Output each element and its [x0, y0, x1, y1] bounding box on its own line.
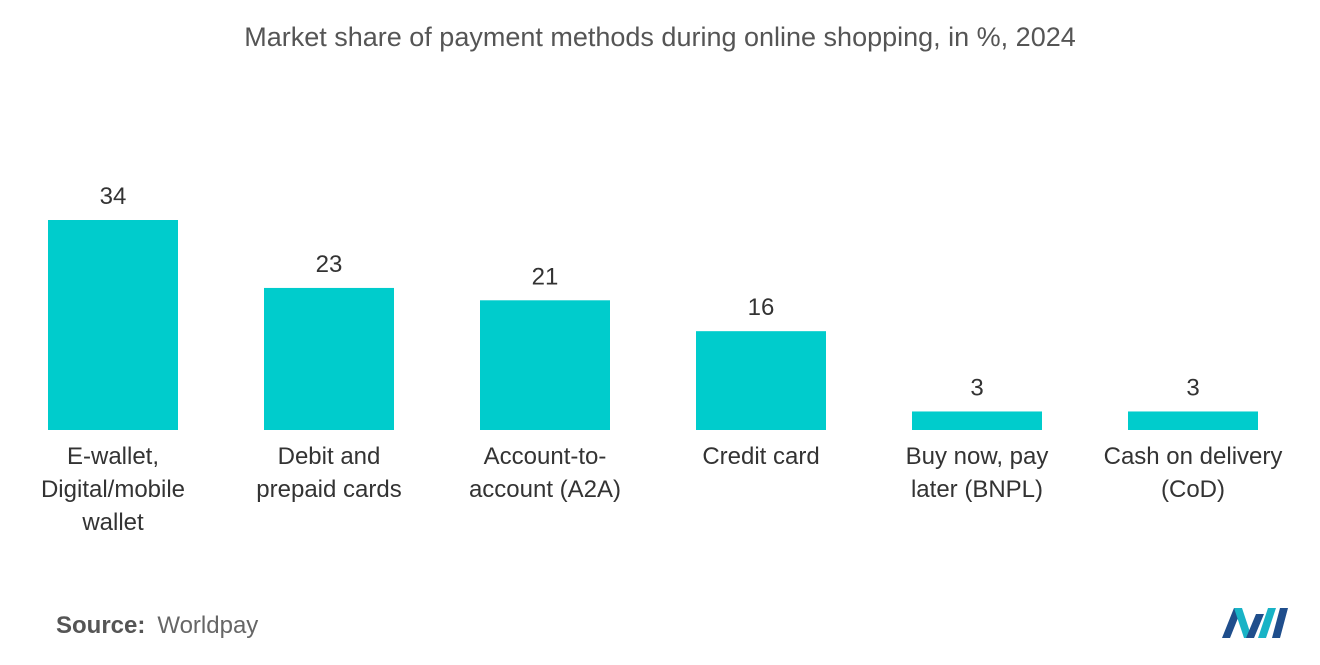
- bar: [48, 220, 178, 430]
- category-label: Account-to-account (A2A): [469, 443, 621, 503]
- source-note: Source: Worldpay: [56, 612, 258, 640]
- data-label: 23: [316, 251, 343, 278]
- source-value: Worldpay: [157, 612, 259, 639]
- data-label: 3: [970, 374, 983, 401]
- bar-chart: 34 E-wallet, Digital/mobile wallet 23 Debit a…: [41, 183, 1283, 536]
- company-logo-icon: [1222, 608, 1288, 638]
- bar: [480, 300, 610, 430]
- data-label: 21: [532, 263, 559, 290]
- category-label: Credit card: [702, 443, 819, 470]
- bar: [1128, 411, 1258, 430]
- data-label: 34: [100, 183, 127, 210]
- category-label: Cash on delivery (CoD): [1104, 443, 1283, 503]
- source-label: Source:: [56, 612, 146, 639]
- data-label: 3: [1186, 374, 1199, 401]
- data-label: 16: [748, 294, 775, 321]
- bar: [696, 331, 826, 430]
- chart-title: Market share of payment methods during o…: [244, 22, 1076, 52]
- category-label: Buy now, pay later (BNPL): [906, 443, 1049, 503]
- bar: [912, 411, 1042, 430]
- bar: [264, 287, 394, 430]
- category-label: E-wallet, Digital/mobile wallet: [41, 443, 185, 536]
- category-label: Debit and prepaid cards: [256, 443, 401, 503]
